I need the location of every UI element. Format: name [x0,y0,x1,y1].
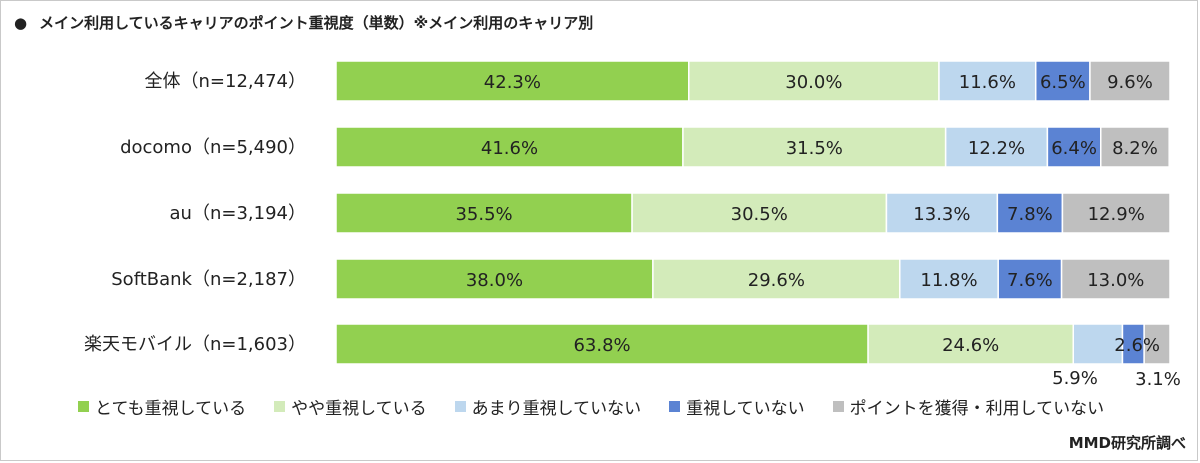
bar-segment [944,126,1049,168]
title-bullet: ● [14,14,28,32]
legend-item: ポイントを獲得・利用していない [832,394,1105,419]
data-label: 11.6% [959,72,1016,93]
data-label: 7.6% [1007,270,1053,291]
bar-segment [1143,323,1171,365]
legend-swatch [832,400,844,412]
legend-item: とても重視している [78,394,246,419]
data-label: 11.8% [920,270,977,291]
bar-segment [885,192,999,234]
data-label: 63.8% [573,335,630,356]
data-label: 29.6% [748,270,805,291]
data-label: 13.0% [1087,270,1144,291]
chart-title: ● メイン利用しているキャリアのポイント重視度（単数）※メイン利用のキャリア別 [14,12,593,33]
bar-segment [335,323,869,365]
data-label: 24.6% [942,335,999,356]
category-label: docomo（n=5,490） [120,137,306,158]
category-label: au（n=3,194） [170,203,306,224]
legend-swatch [78,400,89,412]
bar-segment [335,60,690,102]
legend-label: ポイントを獲得・利用していない [849,398,1105,419]
category-label: 楽天モバイル（n=1,603） [84,334,306,355]
legend-label: 重視していない [686,398,805,419]
data-label: 13.3% [913,204,970,225]
data-label: 2.6% [1114,335,1160,356]
data-label: 41.6% [481,138,538,159]
category-label: SoftBank（n=2,187） [111,269,306,290]
data-label: 5.9% [1052,368,1098,389]
data-label: 3.1% [1135,369,1181,390]
legend-item: 重視していない [669,394,805,419]
bar-segment [996,192,1064,234]
legend-item: やや重視している [274,394,427,419]
data-label: 30.5% [731,204,788,225]
data-label: 42.3% [484,72,541,93]
data-label: 9.6% [1107,72,1153,93]
legend-label: あまり重視していない [471,398,642,419]
data-label: 6.5% [1040,72,1086,93]
source-credit: MMD研究所調べ [1068,434,1186,452]
data-label: 6.4% [1051,138,1097,159]
category-label: 全体（n=12,474） [145,71,306,92]
title-text: メイン利用しているキャリアのポイント重視度（単数）※メイン利用のキャリア別 [39,14,594,32]
legend-label: やや重視している [291,398,427,419]
bar-segment [688,60,940,102]
bar-segment [335,126,684,168]
data-label: 30.0% [785,72,842,93]
bar-segment [335,258,654,300]
chart-legend: とても重視している やや重視している あまり重視していない 重視していない ポイントを獲… [78,394,1132,419]
data-label: 8.2% [1112,138,1158,159]
bar-segment [1046,126,1102,168]
data-label: 12.2% [968,138,1025,159]
legend-swatch [454,400,466,412]
data-label: 7.8% [1007,204,1053,225]
bar-segment [631,192,888,234]
bar-segment [1089,60,1171,102]
legend-label: とても重視している [95,398,247,419]
bar-segment [1100,126,1170,168]
data-label: 35.5% [455,204,512,225]
data-label: 38.0% [466,270,523,291]
data-label: 31.5% [786,138,843,159]
legend-item: あまり重視していない [454,394,642,419]
bar-segment [1072,323,1124,365]
bar-segment [335,192,633,234]
bar-segment [938,60,1037,102]
bar-segment [1061,192,1171,234]
bar-segment [997,258,1063,300]
bar-segment [1060,258,1171,300]
data-label: 12.9% [1088,204,1145,225]
bar-segment [652,258,901,300]
legend-swatch [274,400,286,412]
legend-swatch [669,400,681,412]
